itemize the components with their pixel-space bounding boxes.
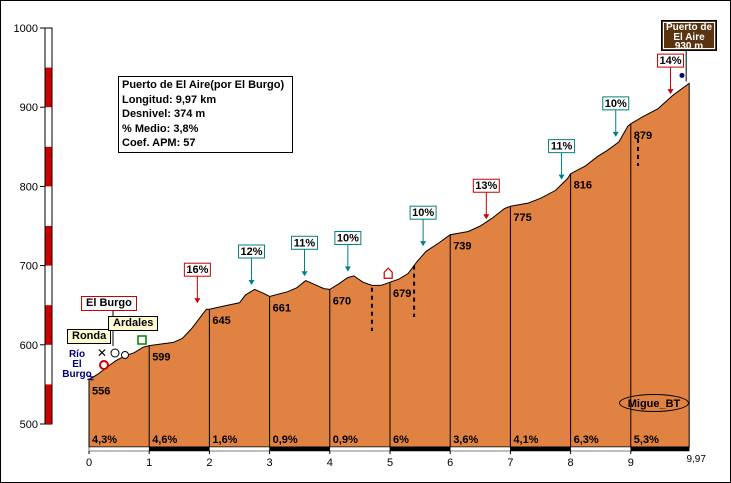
max-grade-arrowhead — [558, 174, 565, 180]
max-grade-label: 10% — [605, 98, 627, 110]
km-bar-segment — [329, 446, 391, 452]
service-icon — [110, 348, 120, 358]
x-tick-label: 7 — [507, 457, 513, 469]
km-elevation-label: 816 — [574, 180, 592, 192]
place-ronda: Ronda — [67, 329, 112, 344]
max-grade-label: 11% — [551, 141, 573, 153]
segment-grade-label: 4,3% — [92, 434, 117, 446]
x-tick-label: 6 — [447, 457, 453, 469]
km-elevation-label: 670 — [333, 295, 351, 307]
stat-elevation-gain: Desnivel: 374 m — [122, 108, 206, 121]
segment-grade-label: 0,9% — [333, 434, 358, 446]
max-grade-arrowhead — [248, 279, 255, 285]
y-tick-label: 600 — [20, 340, 38, 352]
river-icon: ≈ — [87, 371, 94, 385]
x-end-label: 9,97 — [686, 454, 706, 465]
summit-label: Puerto de El Aire 930 m — [661, 20, 717, 51]
km-elevation-label: 556 — [92, 386, 110, 398]
stat-length: Longitud: 9,97 km — [122, 93, 217, 106]
y-tick-label: 1000 — [14, 23, 38, 35]
rio-label-line: Río — [68, 349, 86, 360]
km-elevation-label: 879 — [634, 130, 652, 142]
km-bar-segment — [148, 446, 210, 452]
segment-grade-label: 5,3% — [634, 434, 659, 446]
max-grade-arrowhead — [194, 298, 201, 304]
max-grade-label: 12% — [241, 246, 263, 258]
segment-grade-label: 0,9% — [273, 434, 298, 446]
km-bar-segment — [389, 446, 451, 452]
max-grade-label: 13% — [475, 180, 497, 192]
place-el-burgo: El Burgo — [81, 296, 137, 311]
summit-dot-icon — [679, 72, 685, 78]
y-tick-label: 700 — [20, 261, 38, 273]
x-tick-label: 1 — [146, 457, 152, 469]
max-grade-label: 14% — [660, 55, 682, 67]
stat-apm-coefficient: Coef. APM: 57 — [122, 137, 196, 150]
km-bar-segment — [510, 446, 571, 452]
max-grade-label: 10% — [337, 233, 359, 245]
place-ardales: Ardales — [108, 316, 159, 331]
max-grade-arrowhead — [301, 271, 308, 277]
km-bar-segment — [570, 446, 632, 452]
segment-grade-label: 1,6% — [212, 434, 237, 446]
x-tick-label: 2 — [206, 457, 212, 469]
km-elevation-label: 599 — [152, 352, 170, 364]
km-elevation-label: 739 — [453, 241, 471, 253]
y-tick-label: 500 — [20, 419, 38, 431]
stat-average-grade: % Medio: 3,8% — [122, 122, 199, 135]
y-axis-bar-segment — [45, 384, 52, 424]
summit-label-line: Puerto de — [665, 22, 713, 33]
profile-area — [88, 82, 690, 448]
max-grade-arrowhead — [344, 266, 351, 272]
x-tick-label: 9 — [628, 457, 634, 469]
km-bar-segment — [209, 446, 270, 452]
km-bar-segment — [630, 446, 690, 452]
camping-icon — [137, 335, 147, 345]
km-elevation-label: 645 — [212, 315, 230, 327]
place-rio-el-burgo: Río El Burgo — [57, 350, 97, 380]
km-bar-segment — [449, 446, 511, 452]
segment-grade-label: 4,1% — [513, 434, 538, 446]
segment-grade-label: 6,3% — [574, 434, 599, 446]
author-credit: Migue_BT — [619, 394, 689, 412]
segment-grade-label: 4,6% — [152, 434, 177, 446]
segment-grade-label: 3,6% — [453, 434, 478, 446]
max-grade-arrowhead — [420, 241, 427, 247]
max-grade-arrowhead — [612, 131, 619, 137]
max-grade-arrowhead — [667, 89, 674, 95]
service-icon — [121, 351, 129, 359]
info-box: Puerto de El Aire(por El Burgo) Longitud… — [118, 76, 293, 153]
x-tick-label: 5 — [387, 457, 393, 469]
y-axis-bar-segment — [45, 146, 52, 187]
y-axis-bar-segment — [45, 305, 52, 345]
max-grade-label: 10% — [412, 207, 434, 219]
y-tick-label: 800 — [20, 181, 38, 193]
km-bar-segment — [269, 446, 331, 452]
km-bar-segment — [88, 446, 150, 452]
max-grade-arrowhead — [483, 214, 490, 220]
x-tick-label: 3 — [267, 457, 273, 469]
summit-label-line: El Aire — [673, 31, 705, 43]
town-icon — [99, 360, 109, 370]
y-axis-bar-segment — [45, 67, 52, 108]
x-tick-label: 8 — [568, 457, 574, 469]
chart-title: Puerto de El Aire(por El Burgo) — [122, 79, 285, 91]
x-tick-label: 4 — [327, 457, 333, 469]
segment-grade-label: 6% — [393, 434, 409, 446]
crossing-icon: ✕ — [97, 346, 107, 360]
km-elevation-label: 775 — [513, 212, 531, 224]
x-tick-label: 0 — [86, 457, 92, 469]
y-tick-label: 900 — [20, 102, 38, 114]
y-axis-bar-segment — [45, 226, 52, 266]
km-elevation-label: 661 — [273, 302, 291, 314]
km-elevation-label: 679 — [393, 288, 411, 300]
max-grade-label: 11% — [294, 237, 316, 249]
rio-label-line: El Burgo — [62, 359, 92, 380]
max-grade-label: 16% — [186, 264, 208, 276]
refuge-icon — [383, 267, 393, 279]
summit-label-line: 930 m — [674, 41, 704, 53]
